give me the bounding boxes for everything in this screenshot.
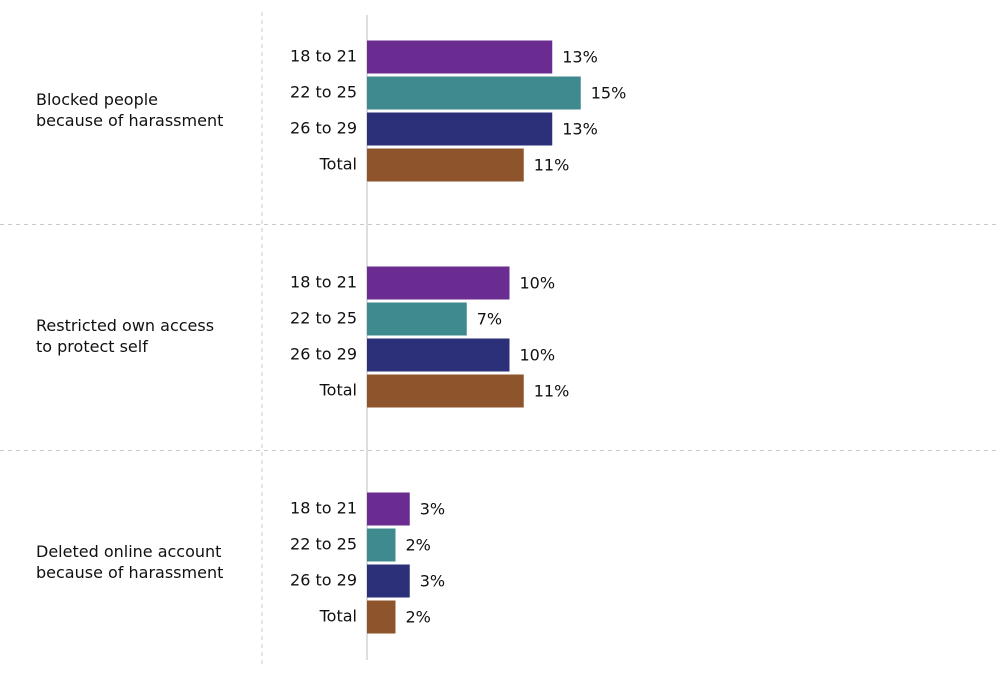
value-label: 2% bbox=[406, 608, 431, 627]
bar bbox=[367, 338, 510, 372]
value-label: 3% bbox=[420, 500, 445, 519]
bar bbox=[367, 564, 410, 598]
value-label: 10% bbox=[520, 274, 556, 293]
bar bbox=[367, 302, 467, 336]
row-label: Total bbox=[319, 381, 357, 400]
bar bbox=[367, 600, 396, 634]
value-label: 7% bbox=[477, 310, 502, 329]
row-label: 22 to 25 bbox=[290, 83, 357, 102]
group-label: to protect self bbox=[36, 337, 148, 356]
value-label: 13% bbox=[562, 48, 598, 67]
value-label: 11% bbox=[534, 382, 570, 401]
row-label: 26 to 29 bbox=[290, 345, 357, 364]
row-label: Total bbox=[319, 607, 357, 626]
row-label: 18 to 21 bbox=[290, 273, 357, 292]
group-label: Blocked people bbox=[36, 90, 158, 109]
bar bbox=[367, 374, 524, 408]
bar bbox=[367, 266, 510, 300]
bar bbox=[367, 492, 410, 526]
value-label: 2% bbox=[406, 536, 431, 555]
row-label: 26 to 29 bbox=[290, 119, 357, 138]
row-label: Total bbox=[319, 155, 357, 174]
value-label: 10% bbox=[520, 346, 556, 365]
bar bbox=[367, 40, 553, 74]
row-label: 18 to 21 bbox=[290, 499, 357, 518]
bar bbox=[367, 112, 553, 146]
group-label: because of harassment bbox=[36, 563, 223, 582]
value-label: 15% bbox=[591, 84, 627, 103]
row-label: 22 to 25 bbox=[290, 535, 357, 554]
value-label: 13% bbox=[562, 120, 598, 139]
bar bbox=[367, 76, 581, 110]
row-label: 18 to 21 bbox=[290, 47, 357, 66]
bar bbox=[367, 148, 524, 182]
bar bbox=[367, 528, 396, 562]
group-label: Restricted own access bbox=[36, 316, 214, 335]
row-label: 22 to 25 bbox=[290, 309, 357, 328]
row-label: 26 to 29 bbox=[290, 571, 357, 590]
value-label: 11% bbox=[534, 156, 570, 175]
group-label: Deleted online account bbox=[36, 542, 221, 561]
value-label: 3% bbox=[420, 572, 445, 591]
group-label: because of harassment bbox=[36, 111, 223, 130]
